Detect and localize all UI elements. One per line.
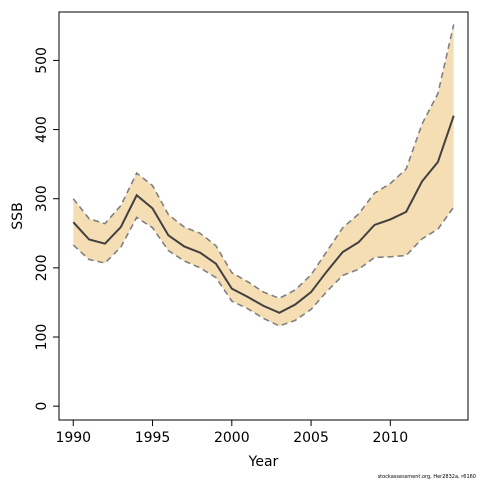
y-tick-label: 300	[34, 185, 50, 212]
x-tick-label: 1995	[135, 430, 171, 446]
lower-bound-line	[72, 206, 455, 327]
y-tick-label: 200	[34, 254, 50, 281]
x-tick-label: 1990	[55, 430, 91, 446]
upper-bound-line	[72, 24, 455, 300]
y-tick-label: 100	[34, 324, 50, 351]
y-axis-title: SSB	[10, 202, 26, 229]
plot-frame	[58, 11, 469, 421]
y-tick-label: 400	[34, 116, 50, 143]
estimate-line	[72, 115, 455, 314]
y-tick-label: 500	[34, 47, 50, 74]
x-axis-title: Year	[248, 454, 279, 470]
x-tick-label: 2010	[373, 430, 409, 446]
x-tick-label: 2000	[214, 430, 250, 446]
y-tick-label: 0	[34, 402, 50, 411]
footnote: stockassessment.org, Her2832a, r6160	[378, 474, 476, 480]
x-tick-label: 2005	[293, 430, 329, 446]
